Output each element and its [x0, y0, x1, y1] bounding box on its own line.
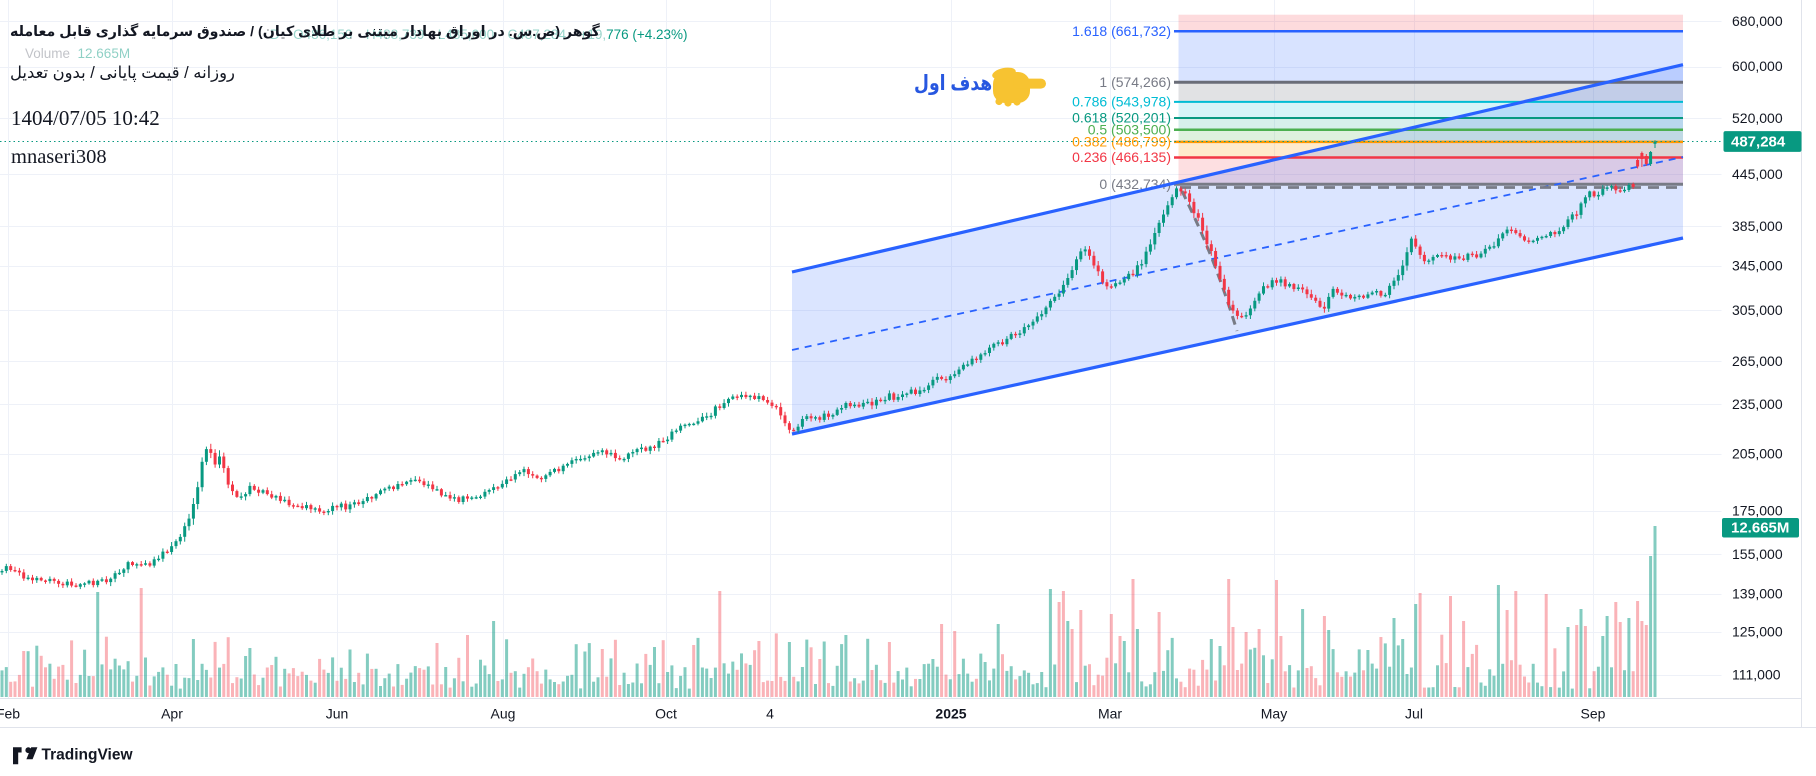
svg-text:235,000: 235,000	[1732, 396, 1783, 412]
svg-text:305,000: 305,000	[1732, 302, 1783, 318]
svg-text:Feb: Feb	[0, 706, 20, 722]
svg-text:2025: 2025	[935, 706, 966, 722]
svg-text:265,000: 265,000	[1732, 353, 1783, 369]
svg-text:Jul: Jul	[1405, 706, 1423, 722]
svg-text:445,000: 445,000	[1732, 166, 1783, 182]
svg-text:12.665M: 12.665M	[1731, 520, 1789, 537]
svg-text:1 (574,266): 1 (574,266)	[1099, 74, 1171, 90]
svg-text:111,000: 111,000	[1732, 667, 1781, 683]
svg-text:139,000: 139,000	[1732, 585, 1783, 601]
svg-text:Apr: Apr	[161, 706, 183, 722]
svg-text:0 (432,734): 0 (432,734)	[1099, 176, 1171, 192]
svg-text:Oct: Oct	[655, 706, 677, 722]
svg-text:Aug: Aug	[491, 706, 516, 722]
svg-text:600,000: 600,000	[1732, 58, 1783, 74]
svg-text:Mar: Mar	[1098, 706, 1122, 722]
svg-text:Jun: Jun	[326, 706, 349, 722]
svg-text:0.236 (466,135): 0.236 (466,135)	[1072, 149, 1171, 165]
svg-text:0.5 (503,500): 0.5 (503,500)	[1088, 121, 1171, 137]
svg-text:125,000: 125,000	[1732, 624, 1783, 640]
svg-text:1.618 (661,732): 1.618 (661,732)	[1072, 23, 1171, 39]
svg-text:Sep: Sep	[1581, 706, 1606, 722]
svg-text:520,000: 520,000	[1732, 110, 1783, 126]
svg-text:May: May	[1261, 706, 1287, 722]
svg-text:155,000: 155,000	[1732, 546, 1783, 562]
svg-text:385,000: 385,000	[1732, 218, 1783, 234]
svg-text:175,000: 175,000	[1732, 502, 1783, 518]
svg-text:0.786 (543,978): 0.786 (543,978)	[1072, 94, 1171, 110]
svg-text:487,284: 487,284	[1731, 133, 1786, 150]
svg-text:680,000: 680,000	[1732, 13, 1783, 29]
svg-text:4: 4	[766, 706, 774, 722]
svg-text:345,000: 345,000	[1732, 258, 1783, 274]
svg-text:205,000: 205,000	[1732, 445, 1783, 461]
svg-text:TradingView: TradingView	[42, 747, 134, 764]
svg-text:0.618 (520,201): 0.618 (520,201)	[1072, 110, 1171, 126]
